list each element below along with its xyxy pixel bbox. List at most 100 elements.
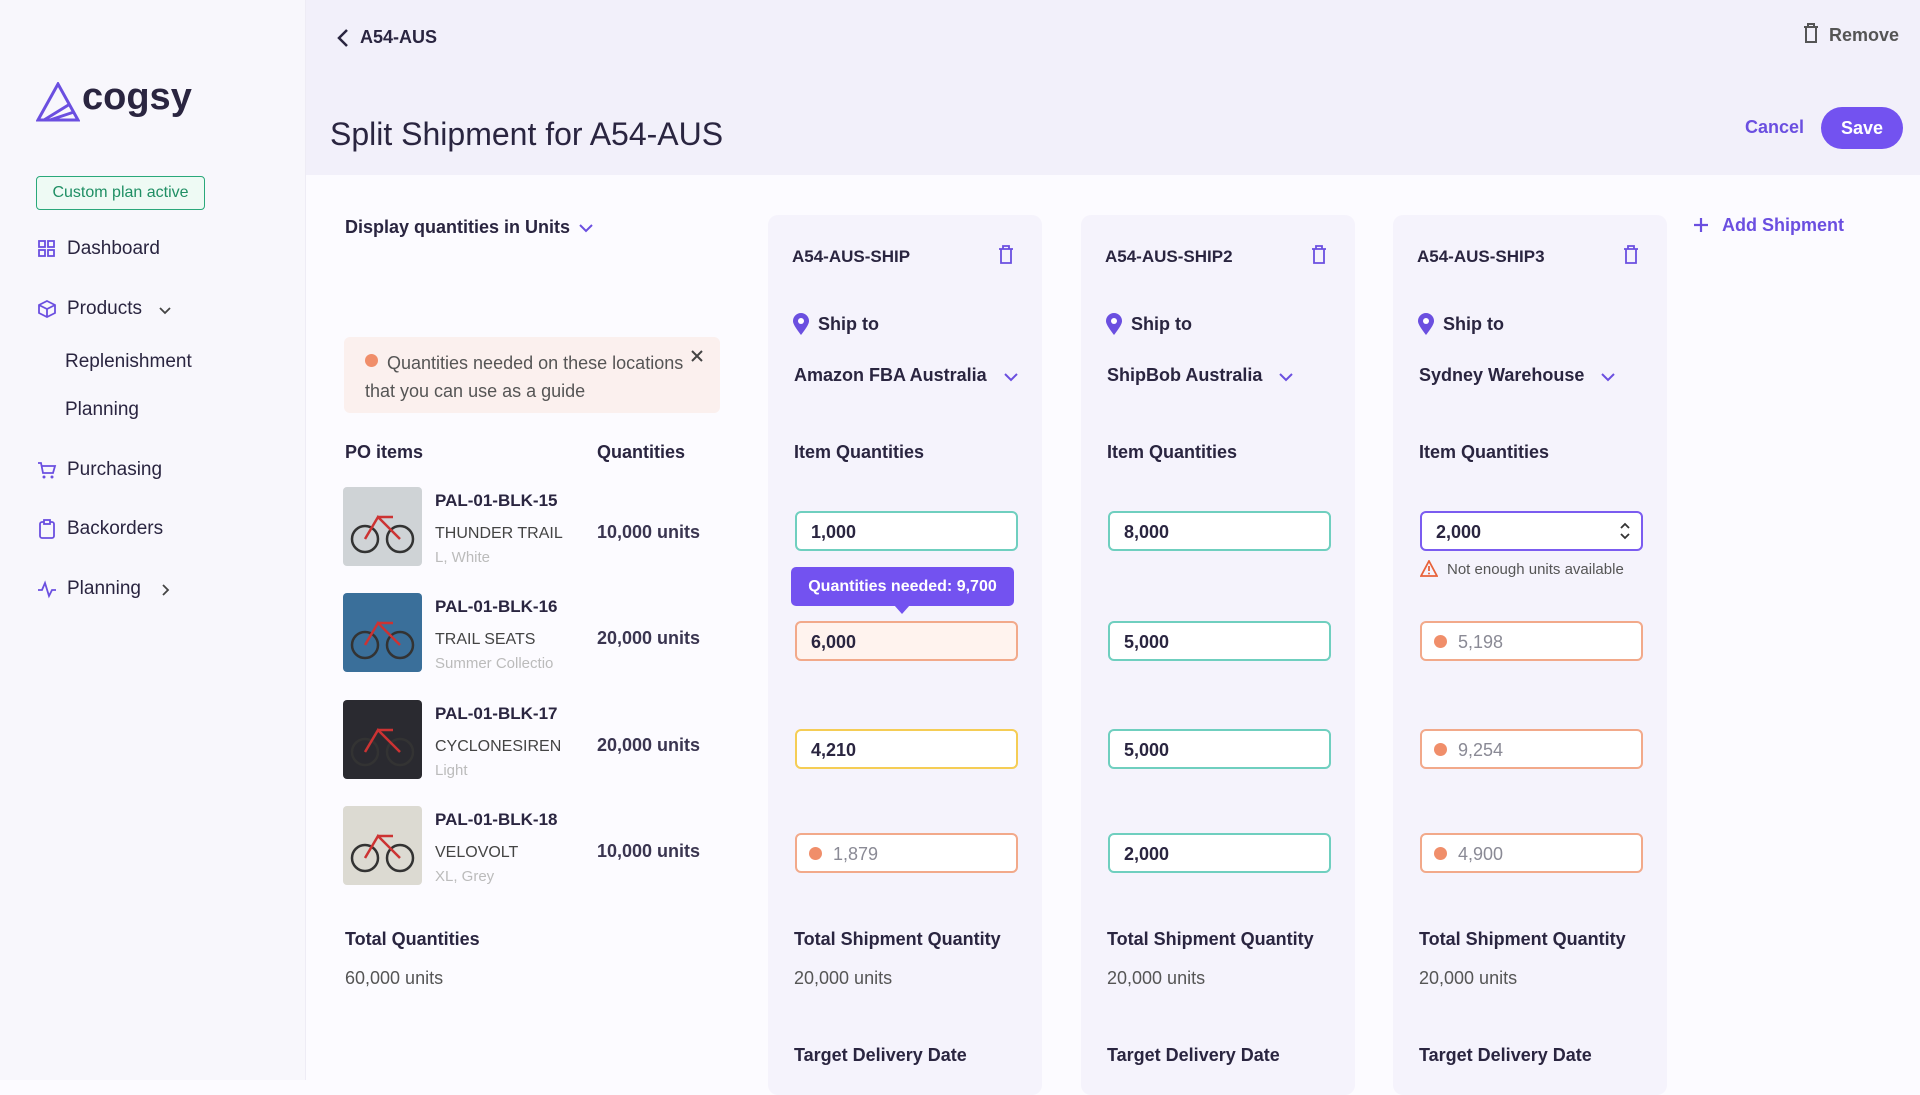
- add-shipment-icon-glyph: [1694, 218, 1708, 232]
- logo-mark: [36, 82, 80, 122]
- nav-icon-glyph: [38, 580, 56, 599]
- nav-item[interactable]: Products: [67, 298, 142, 319]
- pin-icon: [1105, 313, 1123, 342]
- quantity-input[interactable]: 5,198: [1420, 621, 1643, 661]
- item-name: TRAIL SEATS: [435, 631, 536, 648]
- total-value: 20,000 units: [794, 968, 893, 988]
- nav-item[interactable]: Backorders: [67, 518, 164, 539]
- nav-toggle-glyph: [159, 307, 171, 315]
- add-shipment[interactable]: Add Shipment: [1722, 215, 1844, 235]
- quantity-input[interactable]: 2,000: [1420, 511, 1643, 551]
- guide-note-box: Quantities needed on these locations tha…: [344, 337, 720, 413]
- back-link[interactable]: A54-AUS: [360, 27, 438, 47]
- delete-shipment[interactable]: [1311, 245, 1327, 270]
- quantity-input[interactable]: 4,210: [795, 729, 1018, 769]
- quantity-input[interactable]: 9,254: [1420, 729, 1643, 769]
- quantity-value[interactable]: 4,900: [1458, 844, 1504, 864]
- quantity-value[interactable]: 5,000: [1124, 632, 1170, 652]
- quantity-value[interactable]: 9,254: [1458, 740, 1504, 760]
- item-quantity: 10,000 units: [597, 841, 701, 861]
- item-sku: PAL-01-BLK-18: [435, 810, 558, 829]
- item-variant: L, White: [435, 549, 491, 566]
- location-chevron-glyph: [1004, 373, 1018, 382]
- nav-icon-glyph: [38, 299, 56, 319]
- quantity-value[interactable]: 1,879: [833, 844, 879, 864]
- needed-dot: [809, 847, 822, 860]
- pin-icon-glyph: [1106, 313, 1122, 335]
- quantity-input[interactable]: 4,900: [1420, 833, 1643, 873]
- item-quantity: 20,000 units: [597, 628, 701, 648]
- nav-toggle[interactable]: [158, 303, 172, 322]
- item-sku: PAL-01-BLK-16: [435, 597, 558, 616]
- delete-shipment[interactable]: [1623, 245, 1639, 270]
- add-shipment-icon[interactable]: [1694, 218, 1708, 237]
- quantity-input[interactable]: 8,000: [1108, 511, 1331, 551]
- pin-icon: [792, 313, 810, 342]
- ship-to-label: Ship to: [1131, 314, 1192, 334]
- total-value: 60,000 units: [345, 968, 444, 988]
- location-select[interactable]: ShipBob Australia: [1107, 365, 1263, 385]
- quantity-value[interactable]: 4,210: [811, 740, 857, 760]
- shipment-id: A54-AUS-SHIP3: [1417, 247, 1545, 266]
- quantity-input[interactable]: 5,000: [1108, 729, 1331, 769]
- item-thumbnail: [343, 806, 422, 890]
- ship-to-label: Ship to: [818, 314, 879, 334]
- quantity-value[interactable]: 2,000: [1124, 844, 1170, 864]
- warning-text: Not enough units available: [1447, 561, 1624, 578]
- quantity-value[interactable]: 1,000: [811, 522, 857, 542]
- location-chevron[interactable]: [1003, 369, 1019, 390]
- quantity-value[interactable]: 8,000: [1124, 522, 1170, 542]
- pin-icon: [1417, 313, 1435, 342]
- quantity-value[interactable]: 5,198: [1458, 632, 1504, 652]
- quantity-input[interactable]: 1,879: [795, 833, 1018, 873]
- nav-item[interactable]: Dashboard: [67, 238, 160, 259]
- header: A54-AUS Split Shipment for A54-AUS Remov…: [306, 0, 1920, 175]
- date-label: Target Delivery Date: [1419, 1045, 1592, 1065]
- item-variant: Light: [435, 762, 468, 779]
- save-button[interactable]: Save: [1821, 107, 1903, 149]
- section-label: Item Quantities: [1419, 442, 1550, 462]
- toggle-chevron[interactable]: [578, 220, 594, 241]
- quantity-value[interactable]: 5,000: [1124, 740, 1170, 760]
- section-label: Item Quantities: [1107, 442, 1238, 462]
- spinner[interactable]: [1619, 521, 1631, 546]
- item-thumbnail-glyph: [343, 593, 422, 672]
- nav-icon-glyph: [38, 240, 55, 257]
- location-select[interactable]: Amazon FBA Australia: [794, 365, 987, 385]
- quantity-input[interactable]: 5,000: [1108, 621, 1331, 661]
- guide-close[interactable]: [690, 349, 704, 368]
- tooltip: Quantities needed: 9,700: [791, 567, 1014, 614]
- location-chevron-glyph: [1601, 373, 1615, 382]
- nav-item[interactable]: Replenishment: [65, 351, 192, 372]
- quantity-input[interactable]: 1,000: [795, 511, 1018, 551]
- cancel-button[interactable]: Cancel: [1745, 117, 1805, 137]
- nav-item[interactable]: Purchasing: [67, 459, 163, 480]
- remove-button[interactable]: Remove: [1829, 25, 1900, 45]
- shipment-column: A54-AUS-SHIP2 Ship to ShipBob Australia Ite…: [1081, 215, 1355, 1095]
- location-select[interactable]: Sydney Warehouse: [1419, 365, 1585, 385]
- total-value: 20,000 units: [1419, 968, 1518, 988]
- nav-icon-glyph: [38, 462, 57, 479]
- quantity-input[interactable]: 2,000: [1108, 833, 1331, 873]
- section-label: Item Quantities: [794, 442, 925, 462]
- warning-icon-glyph: [1419, 559, 1439, 577]
- item-name: THUNDER TRAIL: [435, 525, 563, 542]
- location-chevron[interactable]: [1600, 369, 1616, 390]
- item-variant: Summer Collectio: [435, 655, 554, 672]
- back-icon[interactable]: [336, 28, 350, 48]
- trash-icon[interactable]: [1802, 22, 1820, 44]
- nav-toggle[interactable]: [158, 583, 172, 602]
- quantity-input[interactable]: 6,000: [795, 621, 1018, 661]
- quantity-value[interactable]: 6,000: [811, 632, 857, 652]
- display-toggle[interactable]: Display quantities in Units: [345, 217, 571, 237]
- total-value: 20,000 units: [1107, 968, 1206, 988]
- column-header: PO items: [345, 442, 424, 462]
- location-chevron[interactable]: [1278, 369, 1294, 390]
- nav-item[interactable]: Planning: [67, 578, 141, 599]
- quantity-value[interactable]: 2,000: [1436, 522, 1482, 542]
- nav-item[interactable]: Planning: [65, 399, 139, 420]
- delete-shipment[interactable]: [998, 245, 1014, 270]
- shipment-id: A54-AUS-SHIP2: [1105, 247, 1233, 266]
- nav-icon-glyph: [39, 519, 55, 539]
